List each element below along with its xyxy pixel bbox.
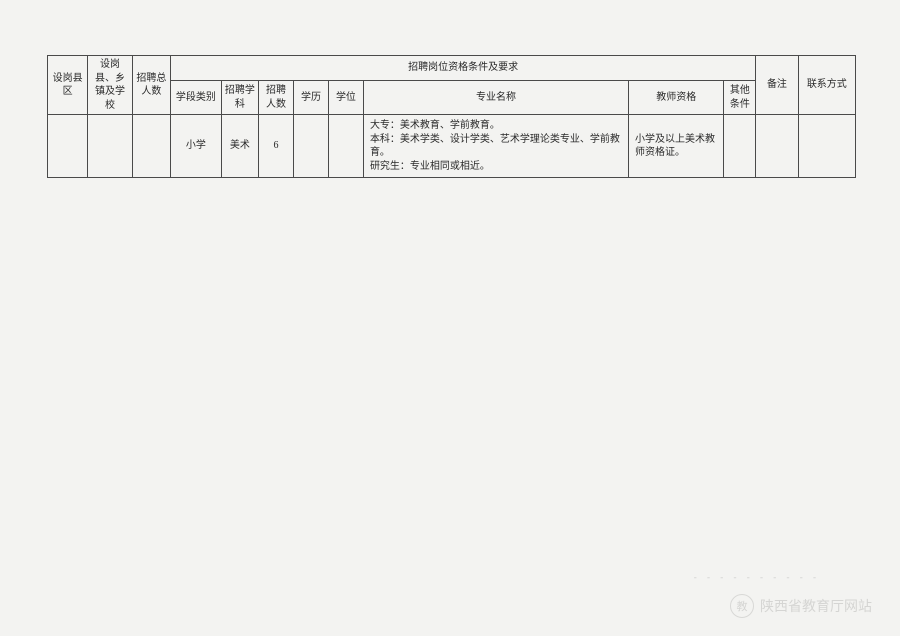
cell-total	[132, 115, 170, 178]
watermark-icon: 教	[730, 594, 754, 618]
cell-degree	[328, 115, 363, 178]
header-other: 其他条件	[724, 81, 756, 115]
header-qualification: 教师资格	[629, 81, 724, 115]
table-header-row-1: 设岗县区 设岗县、乡镇及学校 招聘总人数 招聘岗位资格条件及要求 备注 联系方式	[48, 56, 856, 81]
header-county: 设岗县区	[48, 56, 88, 115]
header-contact: 联系方式	[798, 56, 855, 115]
cell-education	[293, 115, 328, 178]
cell-count: 6	[258, 115, 293, 178]
cell-school	[88, 115, 133, 178]
cell-major: 大专：美术教育、学前教育。 本科：美术学类、设计学类、艺术学理论类专业、学前教育…	[363, 115, 628, 178]
header-count: 招聘人数	[258, 81, 293, 115]
watermark-text: 陕西省教育厅网站	[760, 596, 872, 616]
cell-county	[48, 115, 88, 178]
recruitment-table: 设岗县区 设岗县、乡镇及学校 招聘总人数 招聘岗位资格条件及要求 备注 联系方式…	[47, 55, 856, 178]
header-degree: 学位	[328, 81, 363, 115]
header-stage: 学段类别	[170, 81, 221, 115]
header-subject: 招聘学科	[221, 81, 258, 115]
header-group-requirements: 招聘岗位资格条件及要求	[170, 56, 755, 81]
cell-remarks	[756, 115, 798, 178]
cell-other	[724, 115, 756, 178]
cell-contact	[798, 115, 855, 178]
recruitment-table-container: 设岗县区 设岗县、乡镇及学校 招聘总人数 招聘岗位资格条件及要求 备注 联系方式…	[47, 55, 856, 178]
table-row: 小学 美术 6 大专：美术教育、学前教育。 本科：美术学类、设计学类、艺术学理论…	[48, 115, 856, 178]
watermark: 教 陕西省教育厅网站	[730, 594, 872, 618]
header-school: 设岗县、乡镇及学校	[88, 56, 133, 115]
cell-stage: 小学	[170, 115, 221, 178]
header-major: 专业名称	[363, 81, 628, 115]
cell-subject: 美术	[221, 115, 258, 178]
header-total: 招聘总人数	[132, 56, 170, 115]
decorative-dashes: - - - - - - - - - -	[694, 572, 820, 582]
header-remarks: 备注	[756, 56, 798, 115]
header-education: 学历	[293, 81, 328, 115]
cell-qualification: 小学及以上美术教师资格证。	[629, 115, 724, 178]
